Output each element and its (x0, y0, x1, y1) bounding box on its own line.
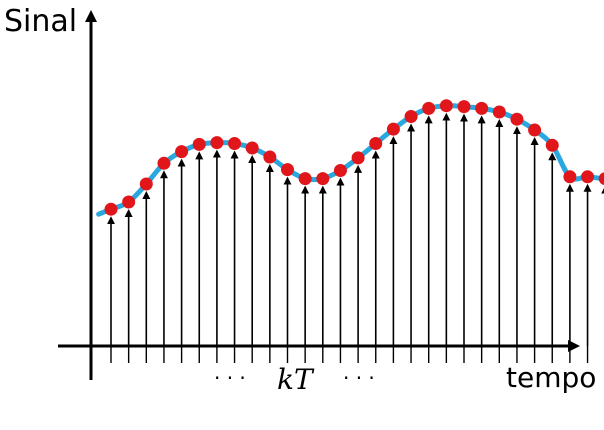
sample-point (369, 137, 383, 150)
sample-markers-group (104, 99, 604, 216)
ellipsis-right: · · · (343, 366, 375, 390)
ellipsis-left: · · · (214, 366, 246, 390)
sample-stems-group (107, 112, 604, 346)
sample-point (298, 172, 312, 186)
sample-point (581, 170, 595, 184)
sample-point (281, 163, 294, 177)
continuous-signal-curve (96, 103, 604, 217)
sample-point (351, 151, 365, 165)
sample-point (210, 136, 224, 150)
sample-point (316, 172, 330, 186)
sample-point (157, 156, 171, 170)
sample-point (333, 164, 347, 177)
sample-point (175, 145, 189, 159)
sample-point (545, 138, 559, 152)
sample-point (528, 123, 542, 137)
sample-point (457, 100, 471, 114)
sample-point (510, 112, 524, 126)
tick-marks-group (110, 346, 589, 363)
sample-point (422, 101, 436, 115)
sample-point (104, 202, 118, 216)
sample-point (386, 122, 400, 136)
sample-point (492, 105, 506, 119)
sample-point (139, 177, 153, 191)
kt-label: kT (277, 363, 315, 396)
sample-point (404, 110, 418, 123)
sample-point (439, 99, 453, 113)
sample-point (598, 172, 604, 185)
sample-point (263, 150, 277, 164)
sample-point (245, 141, 259, 155)
sample-point (192, 137, 206, 151)
y-axis-label: Sinal (4, 4, 77, 39)
sample-point (122, 195, 136, 209)
x-axis-label: tempo (506, 361, 596, 394)
sample-point (563, 170, 577, 184)
sample-point (475, 101, 489, 115)
sample-point (228, 137, 242, 150)
